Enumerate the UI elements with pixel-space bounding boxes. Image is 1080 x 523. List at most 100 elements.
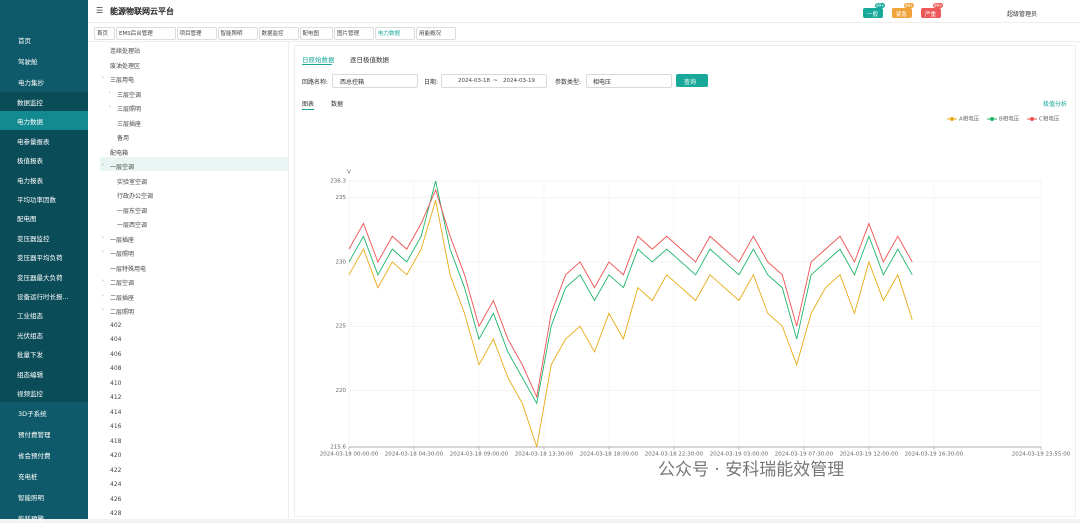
query-label[interactable]: 查询: [684, 79, 697, 86]
submenu-item[interactable]: 批量下发: [17, 351, 43, 360]
submenu-item[interactable]: 数据监控: [17, 99, 43, 107]
nav-tab-label[interactable]: 智能照明: [220, 31, 243, 37]
tree-node[interactable]: 一层插座: [110, 236, 135, 244]
tree-node[interactable]: 404: [110, 336, 122, 343]
date-start[interactable]: 2024-03-18: [458, 78, 490, 84]
tree-node[interactable]: 三层用电: [110, 77, 135, 84]
tree-node[interactable]: 三层插座: [117, 120, 142, 128]
tree-node[interactable]: 三层空调: [117, 91, 142, 99]
submenu-item[interactable]: 变压器平均负荷: [17, 254, 63, 263]
query-button[interactable]: [676, 74, 708, 87]
tree-node[interactable]: 406: [110, 350, 122, 358]
menu-item[interactable]: 电力集抄: [18, 79, 44, 87]
menu-item[interactable]: 预付费管理: [18, 431, 51, 439]
tree-node[interactable]: 连续处理站: [110, 48, 141, 55]
nav-tab[interactable]: [258, 27, 299, 40]
tree-node[interactable]: 二层照明: [110, 309, 135, 316]
nav-tab[interactable]: [94, 27, 115, 40]
tree-node[interactable]: 实验室空调: [117, 178, 148, 186]
alarm-badge[interactable]: [921, 8, 941, 18]
alarm-count[interactable]: 99+: [904, 3, 915, 8]
tree-node[interactable]: 二层插座: [110, 294, 135, 302]
view-tab[interactable]: 数据: [331, 101, 344, 108]
tree-node[interactable]: 418: [110, 437, 122, 445]
tab[interactable]: 逐日极值数据: [350, 56, 389, 64]
submenu-item[interactable]: 极值报表: [17, 157, 43, 166]
tree-node[interactable]: 一层空调: [110, 164, 135, 171]
submenu-item[interactable]: 组态编辑: [17, 370, 43, 379]
tree-caret[interactable]: ›: [109, 104, 111, 110]
tree-node[interactable]: 行政办公空调: [117, 193, 154, 200]
tree-node[interactable]: 424: [110, 481, 122, 488]
menu-item[interactable]: 省会预付费: [18, 452, 51, 460]
menu-item[interactable]: 驾驶舱: [18, 58, 38, 66]
select-value[interactable]: 西总控箱: [340, 79, 365, 86]
submenu-item[interactable]: 光伏组态: [17, 331, 43, 340]
submenu-item[interactable]: 变压器最大负荷: [17, 273, 63, 282]
tree-caret[interactable]: ›: [102, 249, 104, 255]
tree-caret[interactable]: ›: [102, 234, 104, 241]
nav-tab-label[interactable]: 用能概况: [419, 31, 442, 37]
nav-tab-label[interactable]: EMS后台管理: [119, 31, 153, 37]
menu-item[interactable]: 智能照明: [18, 494, 44, 502]
alarm-label[interactable]: 紧急: [896, 12, 908, 18]
menu-item[interactable]: 首页: [18, 37, 31, 45]
nav-tab[interactable]: [176, 27, 217, 40]
nav-tab-label[interactable]: 首页: [97, 31, 109, 37]
tree-node[interactable]: 一层西空调: [117, 222, 148, 229]
tree-node[interactable]: 428: [110, 510, 122, 517]
nav-tab[interactable]: [299, 27, 333, 40]
nav-tab-label[interactable]: 配电图: [302, 31, 320, 37]
nav-tab-label[interactable]: 数据监控: [261, 31, 284, 37]
menu-toggle[interactable]: ☰: [96, 6, 104, 15]
tree-caret[interactable]: ›: [102, 292, 104, 299]
tree-node[interactable]: 一层特殊用电: [110, 265, 147, 273]
submenu-item[interactable]: 工业组态: [17, 312, 43, 321]
tree-node[interactable]: 426: [110, 495, 122, 503]
nav-tab-label[interactable]: 电力数据: [378, 31, 401, 37]
submenu-item[interactable]: 电力数据: [17, 118, 43, 127]
tree-caret[interactable]: ›: [109, 89, 111, 96]
submenu-item[interactable]: 变压器监控: [17, 234, 50, 243]
tree-node[interactable]: 410: [110, 379, 122, 387]
nav-tab[interactable]: [217, 27, 258, 40]
menu-item[interactable]: 3D子系统: [18, 410, 47, 418]
date-end[interactable]: 2024-03-19: [503, 78, 535, 84]
alarm-badge[interactable]: [892, 8, 912, 18]
tree-node[interactable]: 422: [110, 466, 122, 474]
alarm-badge[interactable]: [863, 8, 883, 18]
tree-node[interactable]: 420: [110, 452, 122, 459]
submenu-item[interactable]: 设备运行时长报...: [17, 293, 69, 301]
select[interactable]: [332, 74, 418, 88]
user[interactable]: 超级管理员: [1007, 11, 1038, 18]
tree-node[interactable]: 备用: [117, 135, 130, 142]
tab[interactable]: 日原始数据: [302, 56, 335, 64]
select[interactable]: [586, 74, 672, 88]
alarm-label[interactable]: 一般: [867, 12, 879, 18]
tree-node[interactable]: 废油处理区: [110, 62, 141, 70]
tree-node[interactable]: 二层空调: [110, 280, 135, 287]
select-value[interactable]: 相电压: [593, 79, 612, 86]
tree-node[interactable]: 配电箱: [110, 149, 129, 157]
nav-tab[interactable]: [375, 27, 415, 40]
submenu-item[interactable]: 电力报表: [17, 176, 43, 185]
view-tab[interactable]: 图表: [302, 101, 315, 108]
tree-node[interactable]: 416: [110, 423, 122, 430]
date-range[interactable]: [441, 74, 547, 88]
nav-tab-label[interactable]: 图片管理: [337, 31, 360, 37]
tree-caret[interactable]: ›: [102, 307, 104, 313]
analysis-link[interactable]: 极值分析: [1043, 101, 1068, 108]
alarm-count[interactable]: 99+: [875, 3, 886, 8]
tree-caret[interactable]: ›: [102, 278, 104, 284]
nav-tab[interactable]: [116, 27, 176, 40]
tree-node[interactable]: 412: [110, 394, 122, 401]
tree-node[interactable]: 402: [110, 321, 122, 329]
tree-caret[interactable]: ›: [102, 162, 104, 168]
tree-node[interactable]: 一层照明: [110, 251, 135, 258]
alarm-count[interactable]: 99+: [933, 3, 944, 8]
tree-caret[interactable]: ›: [102, 75, 104, 81]
submenu-item[interactable]: 配电图: [17, 215, 37, 224]
tree-node[interactable]: 414: [110, 408, 122, 416]
nav-tab[interactable]: [334, 27, 374, 40]
tree-node[interactable]: 408: [110, 365, 122, 372]
